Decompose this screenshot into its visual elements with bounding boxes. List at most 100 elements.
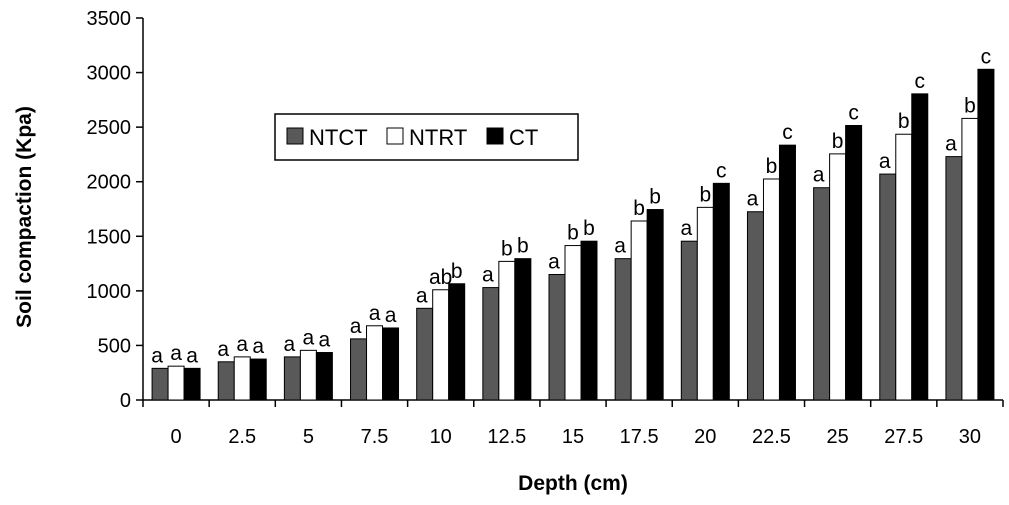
bars xyxy=(151,68,995,401)
significance-label: a xyxy=(303,326,315,349)
significance-label: b xyxy=(964,94,976,117)
bar-ntct xyxy=(548,273,566,401)
significance-label: a xyxy=(236,333,248,356)
x-axis-title: Depth (cm) xyxy=(518,472,628,495)
bar-ntrt xyxy=(432,289,450,401)
significance-label: b xyxy=(699,183,711,206)
x-tick-label: 17.5 xyxy=(620,426,659,448)
tick-labels: 0 500 1000 1500 2000 2500 3000 3500 0 2.5 5 7.5 10 12… xyxy=(87,8,982,448)
significance-label: b xyxy=(649,186,661,209)
bar-ct xyxy=(845,125,863,401)
x-tick-label: 25 xyxy=(826,426,848,448)
x-tick-label: 27.5 xyxy=(884,426,923,448)
significance-label: ab xyxy=(429,266,452,289)
x-tick-label: 10 xyxy=(430,426,452,448)
significance-label: b xyxy=(766,155,778,178)
significance-label: a xyxy=(879,150,891,173)
significance-label: a xyxy=(350,315,362,338)
legend-swatch-ct xyxy=(486,127,504,145)
legend: NTCT NTRT CT xyxy=(274,113,579,161)
significance-label: a xyxy=(319,329,331,352)
significance-label: a xyxy=(548,250,560,273)
y-tick-label: 0 xyxy=(120,390,131,412)
significance-label: a xyxy=(945,133,957,156)
legend-label-ntrt: NTRT xyxy=(409,125,467,150)
bar-ntrt xyxy=(299,349,317,401)
significance-label: c xyxy=(848,102,859,125)
y-tick-label: 1500 xyxy=(87,226,132,248)
significance-label: a xyxy=(813,164,825,187)
bar-ntct xyxy=(614,258,632,401)
x-tick-label: 2.5 xyxy=(228,426,256,448)
significance-label: a xyxy=(385,304,397,327)
y-tick-label: 2000 xyxy=(87,172,132,194)
bar-ntrt xyxy=(366,325,384,401)
bar-ct xyxy=(580,240,598,401)
significance-label: b xyxy=(501,237,513,260)
bar-ntct xyxy=(151,367,169,401)
significance-label: a xyxy=(369,302,381,325)
y-tick-label: 2500 xyxy=(87,117,132,139)
bar-ntrt xyxy=(961,117,979,401)
legend-swatch-ntrt xyxy=(386,127,404,145)
bar-ct xyxy=(315,352,333,401)
significance-label: b xyxy=(898,110,910,133)
significance-label: a xyxy=(680,217,692,240)
bar-ntct xyxy=(283,356,301,401)
significance-label: b xyxy=(633,197,645,220)
x-tick-label: 12.5 xyxy=(487,426,526,448)
significance-label: a xyxy=(170,342,182,365)
significance-label: a xyxy=(284,333,296,356)
significance-label: a xyxy=(217,338,229,361)
significance-label: a xyxy=(482,264,494,287)
significance-label: a xyxy=(186,344,198,367)
bar-ntct xyxy=(350,338,368,401)
bar-ntct xyxy=(680,240,698,401)
significance-label: b xyxy=(567,222,579,245)
significance-label: c xyxy=(716,159,727,182)
significance-label: b xyxy=(517,235,529,258)
legend-box xyxy=(274,113,579,161)
y-tick-label: 500 xyxy=(98,335,131,357)
significance-label: a xyxy=(614,235,626,258)
bar-ct xyxy=(448,283,466,401)
legend-label-ntct: NTCT xyxy=(309,125,368,150)
x-tick-label: 30 xyxy=(959,426,981,448)
significance-label: b xyxy=(832,130,844,153)
legend-label-ct: CT xyxy=(509,125,538,150)
bar-ct xyxy=(382,327,400,401)
y-tick-label: 3000 xyxy=(87,63,132,85)
bar-ct xyxy=(911,93,929,401)
bar-ntct xyxy=(879,173,897,401)
bar-ntct xyxy=(945,156,963,401)
significance-label: a xyxy=(747,188,759,211)
bar-ntrt xyxy=(696,206,714,401)
bar-ct xyxy=(249,358,267,401)
bar-ntct xyxy=(217,361,235,401)
bar-ct xyxy=(646,209,664,401)
y-tick-label: 1000 xyxy=(87,281,132,303)
bar-ntrt xyxy=(829,153,847,401)
bar-ntct xyxy=(482,287,500,401)
bar-ntrt xyxy=(630,220,648,401)
bar-ntct xyxy=(746,211,764,401)
significance-label: a xyxy=(151,344,163,367)
x-tick-label: 20 xyxy=(694,426,716,448)
bar-ntrt xyxy=(233,356,251,401)
bar-ntrt xyxy=(762,178,780,401)
significance-label: a xyxy=(252,335,264,358)
bar-ntrt xyxy=(564,245,582,401)
bar-ct xyxy=(778,144,796,401)
significance-label: c xyxy=(981,45,992,68)
bar-ntct xyxy=(416,307,434,401)
bar-ct xyxy=(514,258,532,401)
y-axis-title: Soil compaction (Kpa) xyxy=(13,106,36,328)
x-tick-label: 0 xyxy=(171,426,182,448)
bar-ct xyxy=(977,68,995,401)
significance-label: a xyxy=(416,284,428,307)
significance-label: c xyxy=(782,121,793,144)
bar-ntrt xyxy=(895,133,913,401)
